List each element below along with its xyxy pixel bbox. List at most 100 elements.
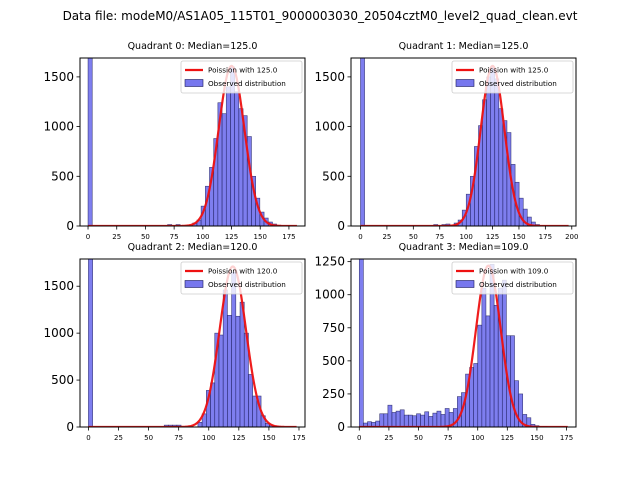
x-tick-label: 125 xyxy=(225,233,238,241)
histogram-bar xyxy=(379,413,385,427)
legend-label-observed: Observed distribution xyxy=(479,79,557,88)
y-tick-label: 500 xyxy=(51,169,74,183)
x-tick-label: 50 xyxy=(414,434,423,442)
legend-box xyxy=(451,261,574,295)
histogram-bar xyxy=(408,414,413,427)
histogram-bar xyxy=(248,374,253,427)
x-tick-label: 75 xyxy=(444,434,453,442)
histogram-bar xyxy=(420,414,425,427)
legend-bar-swatch xyxy=(184,280,204,288)
x-tick-label: 175 xyxy=(292,434,305,442)
y-tick-label: 1500 xyxy=(43,70,74,84)
histogram-bar xyxy=(227,315,232,427)
histogram-bar xyxy=(436,410,442,427)
legend-label-poisson: Poission with 125.0 xyxy=(208,66,278,75)
histogram-bar xyxy=(252,395,258,427)
x-tick-label: 200 xyxy=(565,233,578,241)
legend-label-poisson: Poission with 120.0 xyxy=(208,267,278,276)
x-tick-label: 175 xyxy=(282,233,295,241)
histogram-bar xyxy=(494,78,500,226)
histogram-bar xyxy=(485,315,491,427)
x-tick-label: 100 xyxy=(459,233,472,241)
x-tick-label: 25 xyxy=(112,233,121,241)
panel-title: Quadrant 1: Median=125.0 xyxy=(399,41,529,52)
histogram-bar xyxy=(424,411,430,427)
x-tick-label: 50 xyxy=(144,434,153,442)
histogram-bar xyxy=(486,76,492,226)
poisson-curve xyxy=(88,265,297,427)
figure-suptitle: Data file: modeM0/AS1A05_115T01_90000030… xyxy=(63,9,578,23)
histogram-bar xyxy=(477,324,483,427)
axes-frame xyxy=(79,258,306,428)
histogram-bar xyxy=(399,409,405,427)
histogram-bar xyxy=(416,413,421,427)
histogram-bar xyxy=(510,335,515,427)
x-tick-label: 150 xyxy=(262,434,275,442)
histogram-bar xyxy=(87,58,93,226)
x-tick-label: 25 xyxy=(384,434,393,442)
x-tick-label: 0 xyxy=(86,434,90,442)
histogram-bar xyxy=(432,412,438,427)
panel-title: Quadrant 0: Median=125.0 xyxy=(128,41,258,52)
histogram-bar xyxy=(391,412,397,427)
histogram-bar xyxy=(231,271,237,427)
histogram-bar xyxy=(444,408,450,427)
histogram-bar xyxy=(518,393,524,427)
histogram-bar xyxy=(238,108,244,226)
histogram-bar xyxy=(440,414,446,427)
y-tick-label: 1000 xyxy=(43,326,74,340)
y-tick-label: 1000 xyxy=(43,120,74,134)
y-tick-label: 1500 xyxy=(314,70,345,84)
histogram-bar xyxy=(239,301,245,427)
panel-quadrant-3: Quadrant 3: Median=109.00250500750100012… xyxy=(314,242,577,442)
x-tick-label: 25 xyxy=(382,233,391,241)
histogram-bar xyxy=(473,363,479,427)
legend-label-poisson: Poission with 109.0 xyxy=(479,267,549,276)
legend-label-poisson: Poission with 125.0 xyxy=(479,66,549,75)
histogram-bar xyxy=(428,416,434,427)
panel-quadrant-1: Quadrant 1: Median=125.0 0 500 1000 1500 0 25 5… xyxy=(314,41,578,241)
histogram-bar xyxy=(387,404,393,427)
y-tick-label: 1000 xyxy=(314,120,345,134)
y-tick-label: 1500 xyxy=(43,279,74,293)
panel-title: Quadrant 2: Median=120.0 xyxy=(128,242,258,253)
axes-frame xyxy=(79,57,306,227)
x-tick-label: 175 xyxy=(539,233,552,241)
x-tick-label: 125 xyxy=(486,233,499,241)
histogram-bar xyxy=(481,287,487,427)
legend-bar-swatch xyxy=(184,79,204,87)
x-tick-label: 25 xyxy=(114,434,123,442)
histogram-bar xyxy=(88,259,93,427)
x-tick-label: 100 xyxy=(196,233,209,241)
legend-label-observed: Observed distribution xyxy=(208,79,286,88)
panel-title: Quadrant 3: Median=109.0 xyxy=(399,242,529,253)
y-tick-label: 1000 xyxy=(314,288,345,302)
legend: Poission with 125.0 Observed distribution xyxy=(451,60,574,94)
histogram-bar xyxy=(383,413,389,427)
x-tick-label: 150 xyxy=(530,434,543,442)
y-tick-label: 500 xyxy=(322,169,345,183)
x-tick-label: 150 xyxy=(254,233,267,241)
x-tick-label: 75 xyxy=(435,233,444,241)
x-tick-label: 0 xyxy=(357,434,361,442)
y-tick-label: 250 xyxy=(322,387,345,401)
histogram-bar xyxy=(493,304,499,427)
x-tick-label: 150 xyxy=(512,233,525,241)
legend: Poission with 120.0 Observed distribution xyxy=(180,261,303,295)
histogram-bar xyxy=(235,315,241,427)
panel-quadrant-2: Quadrant 2: Median=120.0 0 500 1000 1500 0 25 5… xyxy=(43,242,305,442)
panel-quadrant-0: Quadrant 0: Median=125.0 0 500 1000 1500 0 25 5… xyxy=(43,41,306,241)
histogram-bar xyxy=(498,108,504,226)
legend-bar-swatch xyxy=(455,79,475,87)
histogram-bar xyxy=(222,289,228,427)
legend-box xyxy=(180,261,303,295)
histogram-bar xyxy=(234,91,240,226)
legend: Poission with 125.0 Observed distribution xyxy=(180,60,303,94)
histogram-bar xyxy=(395,410,401,427)
legend-box xyxy=(451,60,574,94)
x-tick-label: 50 xyxy=(141,233,150,241)
histogram-bar xyxy=(221,113,227,226)
y-tick-label: 1250 xyxy=(314,255,345,269)
x-tick-label: 125 xyxy=(232,434,245,442)
